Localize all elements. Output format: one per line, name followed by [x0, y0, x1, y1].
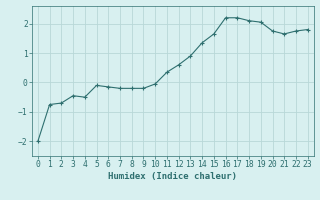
X-axis label: Humidex (Indice chaleur): Humidex (Indice chaleur)	[108, 172, 237, 181]
